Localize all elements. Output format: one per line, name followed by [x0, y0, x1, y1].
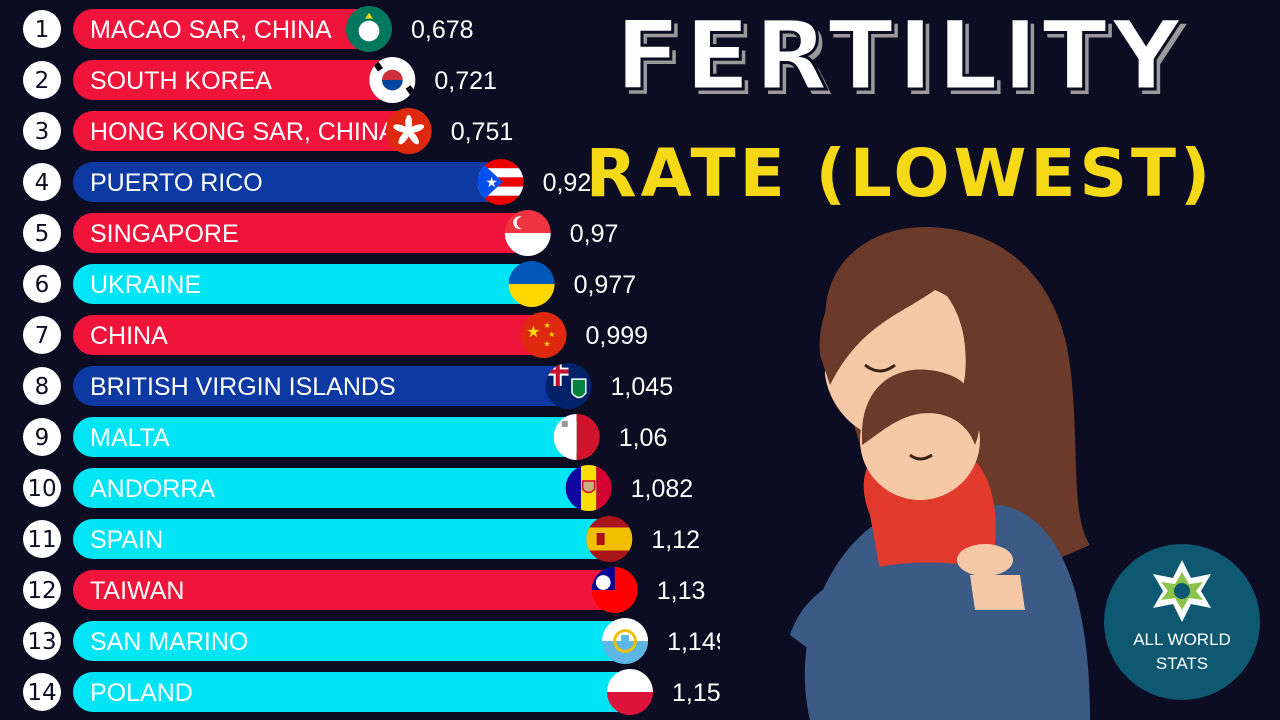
bar-label: ANDORRA — [90, 475, 215, 503]
bar — [73, 162, 509, 202]
svg-text:★: ★ — [485, 175, 498, 191]
bar-label: HONG KONG SAR, CHINA — [90, 118, 396, 146]
bar — [73, 519, 618, 559]
value-label: 0,721 — [434, 67, 497, 95]
spain-flag-icon — [586, 516, 633, 562]
value-label: 0,678 — [411, 16, 474, 44]
logo-text-line1: ALL WORLD — [1133, 630, 1231, 649]
san-marino-flag-icon — [602, 618, 649, 664]
rank-label: 3 — [35, 119, 50, 145]
bar-label: MALTA — [90, 424, 170, 452]
all-world-stats-logo: ALL WORLD STATS — [1104, 544, 1260, 700]
rank-label: 8 — [35, 374, 50, 400]
bar — [73, 264, 540, 304]
macao-flag-icon — [346, 6, 392, 52]
bar-label: TAIWAN — [90, 577, 184, 605]
logo-star-icon — [1153, 560, 1211, 622]
bar-label: POLAND — [90, 679, 193, 707]
puerto-rico-flag-icon: ★ — [477, 159, 524, 205]
rank-label: 7 — [35, 323, 50, 349]
rank-label: 14 — [27, 680, 56, 706]
bar — [73, 60, 401, 100]
rank-badge: 5 — [23, 214, 61, 252]
bar — [73, 672, 638, 712]
rank-badge: 6 — [23, 265, 61, 303]
rank-label: 1 — [35, 17, 50, 43]
bar-label: SAN MARINO — [90, 628, 248, 656]
bar — [73, 621, 634, 661]
rank-badge: 3 — [23, 112, 61, 150]
british-virgin-islands-flag-icon — [545, 363, 592, 409]
value-label: 0,977 — [574, 271, 637, 299]
value-label: 1,12 — [651, 526, 700, 554]
logo-text-line2: STATS — [1155, 654, 1209, 673]
bar-label: BRITISH VIRGIN ISLANDS — [90, 373, 396, 401]
rank-badge: 10 — [23, 469, 61, 507]
rank-badge: 9 — [23, 418, 61, 456]
svg-text:★: ★ — [526, 322, 540, 341]
rank-label: 5 — [35, 221, 50, 247]
bar-label: MACAO SAR, CHINA — [90, 16, 332, 44]
rank-badge: 1 — [23, 10, 61, 48]
rank-label: 10 — [27, 476, 56, 502]
value-label: 1,082 — [631, 475, 694, 503]
bar-chart: 1 MACAO SAR, CHINA 0,678 2 SOUTH KOREA 0,721 3… — [23, 6, 720, 715]
svg-text:★: ★ — [544, 340, 551, 349]
china-flag-icon: ★ ★★★ — [520, 312, 567, 358]
value-label: 0,999 — [586, 322, 649, 350]
malta-flag-icon — [553, 414, 600, 460]
rank-badge: 11 — [23, 520, 61, 558]
value-label: 1,158 — [672, 679, 720, 707]
bar-label: SPAIN — [90, 526, 163, 554]
rank-badge: 14 — [23, 673, 61, 711]
bar-label: CHINA — [90, 322, 168, 350]
bar — [73, 111, 417, 151]
bar-label: UKRAINE — [90, 271, 201, 299]
bar-label: SINGAPORE — [90, 220, 239, 248]
rank-badge: 13 — [23, 622, 61, 660]
rank-label: 12 — [27, 578, 56, 604]
bar — [73, 570, 623, 610]
bar — [73, 417, 585, 457]
value-label: 1,045 — [611, 373, 674, 401]
value-label: 0,92 — [543, 169, 592, 197]
rank-badge: 4 — [23, 163, 61, 201]
rank-badge: 8 — [23, 367, 61, 405]
value-label: 1,06 — [619, 424, 668, 452]
rank-label: 2 — [35, 68, 50, 94]
rank-label: 9 — [35, 425, 50, 451]
value-label: 1,13 — [657, 577, 706, 605]
mother-child-illustration — [790, 226, 1090, 720]
ukraine-flag-icon — [508, 261, 555, 307]
bar-label: PUERTO RICO — [90, 169, 263, 197]
bar — [73, 315, 552, 355]
rank-label: 4 — [35, 170, 50, 196]
value-label: 1,149 — [667, 628, 720, 656]
chart-subtitle: RATE (LOWEST) — [585, 135, 1215, 212]
rank-label: 6 — [35, 272, 50, 298]
svg-text:★: ★ — [544, 321, 551, 330]
bar-label: SOUTH KOREA — [90, 67, 272, 95]
bar — [73, 468, 597, 508]
hong-kong-flag-icon — [385, 108, 432, 154]
chart-title: FERTILITY — [614, 0, 1185, 112]
value-label: 0,97 — [570, 220, 619, 248]
rank-label: 13 — [27, 629, 56, 655]
andorra-flag-icon — [565, 465, 612, 511]
svg-text:★: ★ — [548, 330, 555, 339]
rank-badge: 7 — [23, 316, 61, 354]
taiwan-flag-icon — [591, 567, 638, 613]
value-label: 0,751 — [451, 118, 514, 146]
bar — [73, 9, 377, 49]
singapore-flag-icon — [504, 210, 551, 256]
rank-badge: 12 — [23, 571, 61, 609]
bar — [73, 213, 536, 253]
rank-badge: 2 — [23, 61, 61, 99]
south-korea-flag-icon — [369, 57, 416, 103]
poland-flag-icon — [606, 669, 653, 715]
rank-label: 11 — [27, 527, 56, 553]
bar — [73, 366, 577, 406]
